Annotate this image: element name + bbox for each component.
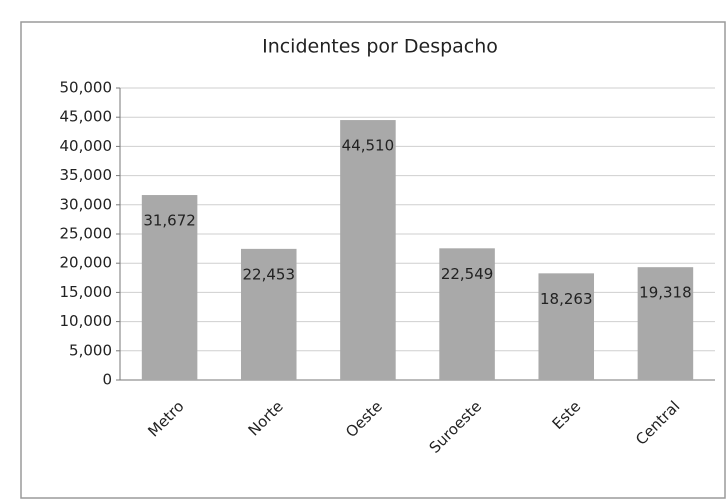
value-label: 18,263 [540, 290, 593, 308]
y-tick-label: 30,000 [60, 195, 113, 213]
value-label: 22,549 [441, 265, 494, 283]
value-label: 31,672 [143, 212, 196, 230]
chart-title: Incidentes por Despacho [262, 36, 498, 58]
value-label: 22,453 [243, 265, 296, 283]
bar [141, 195, 198, 380]
bar [240, 248, 297, 380]
y-tick-label: 35,000 [60, 166, 113, 184]
y-tick-label: 5,000 [69, 341, 112, 359]
bar [340, 120, 396, 381]
bar [538, 273, 595, 380]
value-label: 19,318 [639, 284, 692, 302]
value-label: 44,510 [342, 137, 395, 155]
bar [637, 267, 694, 380]
y-tick-label: 0 [102, 371, 112, 389]
y-tick-label: 50,000 [60, 79, 113, 97]
bar [439, 248, 495, 380]
y-tick-label: 45,000 [60, 108, 113, 126]
y-tick-label: 20,000 [60, 254, 113, 272]
y-tick-label: 40,000 [60, 137, 113, 155]
y-tick-label: 10,000 [60, 312, 113, 330]
y-tick-label: 15,000 [60, 283, 113, 301]
y-tick-label: 25,000 [60, 225, 113, 243]
